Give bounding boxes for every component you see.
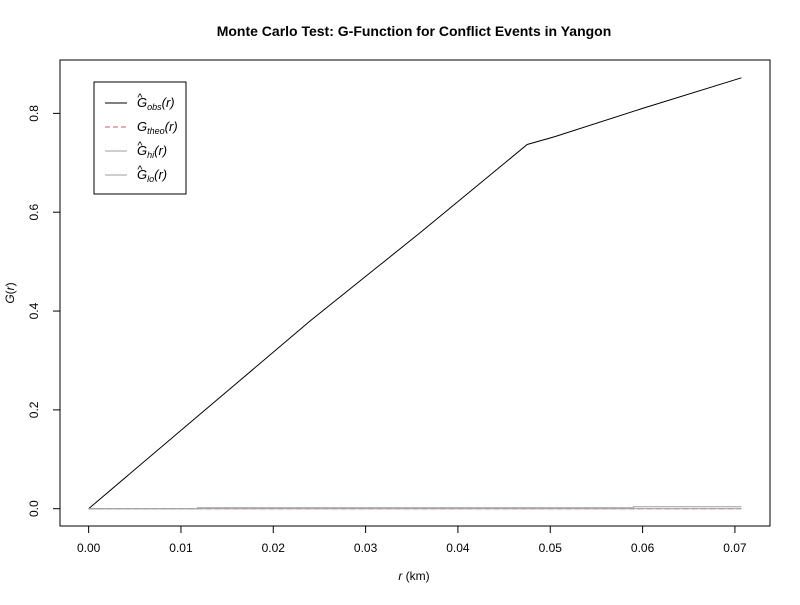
x-tick-label: 0.05: [539, 541, 563, 555]
x-tick-label: 0.03: [354, 541, 378, 555]
legend-label-theo: Gtheo(r): [137, 119, 178, 136]
x-tick-label: 0.02: [262, 541, 286, 555]
legend-hat: ^: [137, 164, 143, 176]
legend: ^Gobs(r)Gtheo(r)^Ghi(r)^Glo(r): [93, 81, 187, 195]
legend-hat: ^: [137, 92, 143, 104]
y-tick-label: 0.0: [27, 500, 41, 517]
chart-title: Monte Carlo Test: G-Function for Conflic…: [217, 23, 612, 39]
x-tick-label: 0.01: [169, 541, 193, 555]
y-axis: 0.0 0.2 0.4 0.6 0.8: [27, 105, 61, 517]
series-line-obs: [88, 77, 742, 510]
y-tick-label: 0.8: [27, 105, 41, 122]
y-axis-label: G(r): [3, 282, 17, 303]
legend-label-hi: Ghi(r): [137, 143, 167, 160]
legend-label-lo: Glo(r): [137, 167, 167, 184]
x-axis-label: r (km): [398, 569, 429, 583]
y-tick-label: 0.4: [27, 302, 41, 319]
legend-label-obs: Gobs(r): [137, 95, 175, 112]
x-tick-label: 0.07: [723, 541, 747, 555]
x-tick-label: 0.00: [77, 541, 101, 555]
x-axis: 0.00 0.01 0.02 0.03 0.04 0.05 0.06 0.07: [77, 525, 747, 555]
x-tick-label: 0.04: [446, 541, 470, 555]
series-layer: [88, 77, 742, 510]
x-tick-label: 0.06: [631, 541, 655, 555]
y-tick-label: 0.2: [27, 401, 41, 418]
y-tick-label: 0.6: [27, 204, 41, 221]
legend-hat: ^: [137, 140, 143, 152]
